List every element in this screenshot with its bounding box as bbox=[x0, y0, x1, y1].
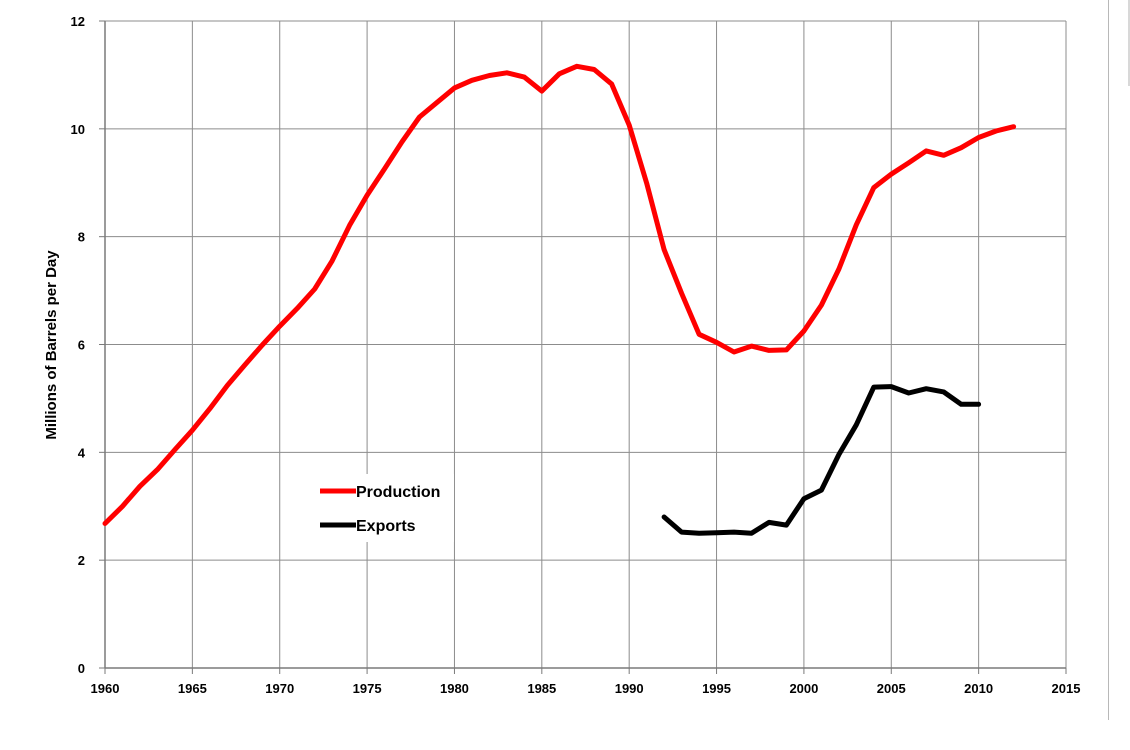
right-border-line bbox=[1108, 0, 1109, 720]
y-tick-label-2: 2 bbox=[78, 553, 85, 568]
y-tick-label-10: 10 bbox=[71, 122, 85, 137]
y-tick-label-0: 0 bbox=[78, 661, 85, 676]
x-tick-label-1995: 1995 bbox=[702, 681, 731, 696]
y-axis-title: Millions of Barrels per Day bbox=[43, 250, 60, 440]
line-chart: 1960 1965 1970 1975 1980 1985 1990 1995 2000 2005… bbox=[43, 14, 1081, 696]
legend-label-exports: Exports bbox=[356, 518, 416, 535]
x-tick-label-2000: 2000 bbox=[789, 681, 818, 696]
x-tick-label-1960: 1960 bbox=[91, 681, 120, 696]
x-tick-label-1970: 1970 bbox=[265, 681, 294, 696]
x-tick-label-1965: 1965 bbox=[178, 681, 207, 696]
x-tick-label-2010: 2010 bbox=[964, 681, 993, 696]
x-tick-labels: 1960 1965 1970 1975 1980 1985 1990 1995 2000 2005… bbox=[91, 681, 1081, 696]
x-tick-label-2015: 2015 bbox=[1052, 681, 1081, 696]
right-edge-marker bbox=[1128, 0, 1130, 86]
x-tick-label-1990: 1990 bbox=[615, 681, 644, 696]
x-tick-label-1980: 1980 bbox=[440, 681, 469, 696]
y-tick-label-6: 6 bbox=[78, 338, 85, 353]
x-tick-label-1985: 1985 bbox=[527, 681, 556, 696]
grid-lines bbox=[105, 20, 1067, 668]
y-tick-label-12: 12 bbox=[71, 14, 85, 29]
y-tick-labels: 0 2 4 6 8 10 12 bbox=[71, 14, 86, 676]
y-tick-label-4: 4 bbox=[78, 445, 86, 460]
y-tick-label-8: 8 bbox=[78, 230, 85, 245]
x-tick-label-1975: 1975 bbox=[353, 681, 382, 696]
legend-box bbox=[304, 474, 454, 542]
x-tick-label-2005: 2005 bbox=[877, 681, 906, 696]
series-line-production bbox=[102, 63, 1017, 526]
series-lines bbox=[102, 63, 1017, 536]
axes bbox=[99, 20, 1067, 674]
series-line-exports bbox=[661, 384, 982, 536]
legend: Production Exports bbox=[304, 474, 454, 542]
legend-label-production: Production bbox=[356, 484, 440, 501]
